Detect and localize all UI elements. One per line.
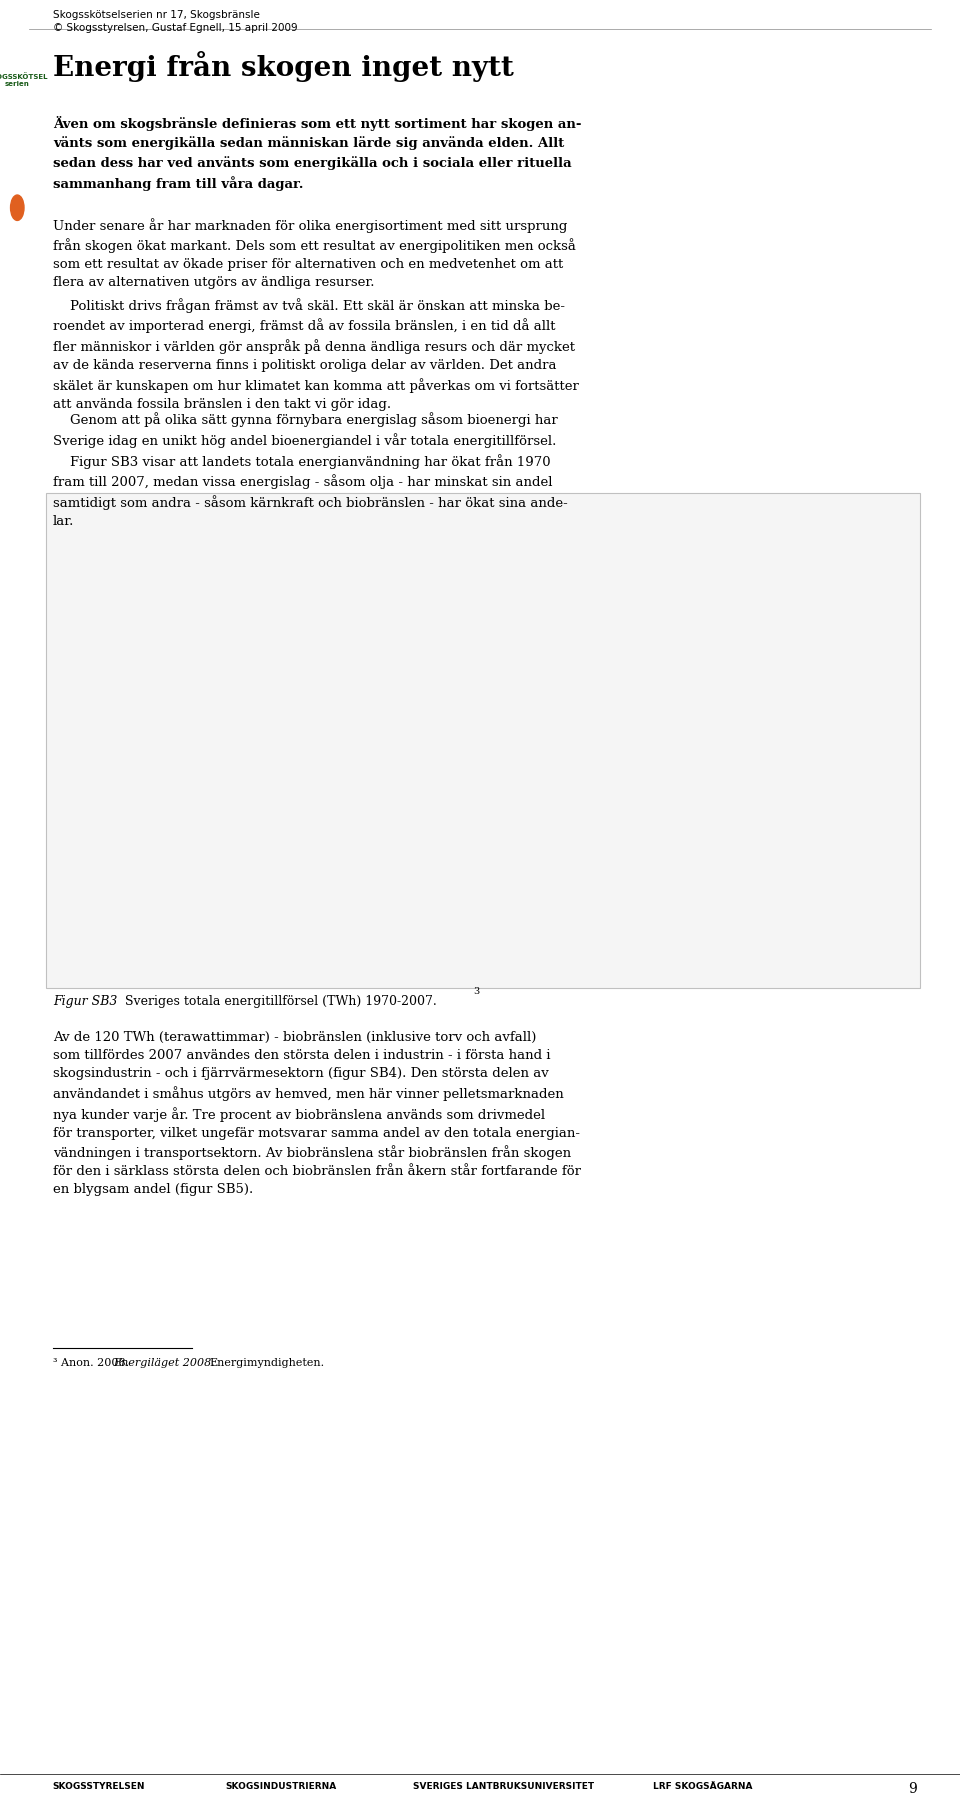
Legend: Elimport – export, Vindkraft, Kärnkraft brutto, Vattenkraft brutto, Värmepumpar : Elimport – export, Vindkraft, Kärnkraft …: [591, 526, 789, 669]
Text: Figur SB3: Figur SB3: [53, 994, 117, 1007]
Y-axis label: TWh per år: TWh per år: [48, 704, 62, 775]
Text: Energiläget 2008.: Energiläget 2008.: [113, 1357, 215, 1368]
Text: © Skogsstyrelsen, Gustaf Egnell, 15 april 2009: © Skogsstyrelsen, Gustaf Egnell, 15 apri…: [53, 24, 298, 33]
Text: 9: 9: [908, 1781, 917, 1796]
Text: Även om skogsbränsle definieras som ett nytt sortiment har skogen an-
vänts som : Även om skogsbränsle definieras som ett …: [53, 116, 582, 190]
Text: SVERIGES LANTBRUKSUNIVERSITET: SVERIGES LANTBRUKSUNIVERSITET: [413, 1781, 594, 1790]
Text: Energi från skogen inget nytt: Energi från skogen inget nytt: [53, 51, 514, 82]
Text: ³ Anon. 2008.: ³ Anon. 2008.: [53, 1357, 132, 1368]
Text: Energimyndigheten.: Energimyndigheten.: [209, 1357, 324, 1368]
Text: Av de 120 TWh (terawattimmar) - biobränslen (inklusive torv och avfall)
som till: Av de 120 TWh (terawattimmar) - biobräns…: [53, 1030, 581, 1195]
Text: LRF SKOGSÄGARNA: LRF SKOGSÄGARNA: [653, 1781, 753, 1790]
Text: SKOGSINDUSTRIERNA: SKOGSINDUSTRIERNA: [226, 1781, 337, 1790]
Text: Sveriges totala energitillförsel (TWh) 1970-2007.: Sveriges totala energitillförsel (TWh) 1…: [125, 994, 437, 1007]
Text: SKOGSSTYRELSEN: SKOGSSTYRELSEN: [53, 1781, 145, 1790]
Text: Under senare år har marknaden för olika energisortiment med sitt ursprung
från s: Under senare år har marknaden för olika …: [53, 218, 576, 288]
Text: Skogsskötselserien nr 17, Skogsbränsle: Skogsskötselserien nr 17, Skogsbränsle: [53, 9, 259, 20]
Text: 3: 3: [473, 987, 480, 996]
Text: Politiskt drivs frågan främst av två skäl. Ett skäl är önskan att minska be-
roe: Politiskt drivs frågan främst av två skä…: [53, 297, 579, 410]
Text: Genom att på olika sätt gynna förnybara energislag såsom bioenergi har
Sverige i: Genom att på olika sätt gynna förnybara …: [53, 412, 558, 448]
Text: Figur SB3 visar att landets totala energianvändning har ökat från 1970
fram till: Figur SB3 visar att landets totala energ…: [53, 454, 567, 528]
Text: SKOGSSKÖTSEL
serien: SKOGSSKÖTSEL serien: [0, 73, 48, 87]
